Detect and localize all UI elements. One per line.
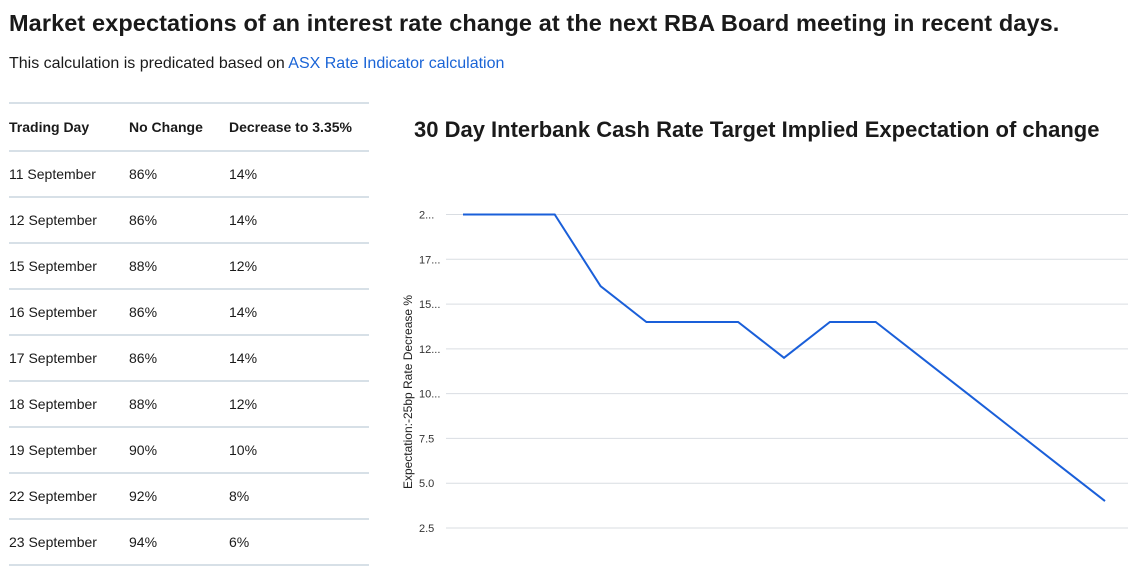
y-tick-label: 10... xyxy=(419,389,440,401)
cell-trading-day: 12 September xyxy=(9,197,129,244)
cell-decrease: 14% xyxy=(229,289,369,336)
table-row: 23 September 94% 6% xyxy=(9,519,369,566)
page-title: Market expectations of an interest rate … xyxy=(9,10,1060,36)
table-row: 19 September 90% 10% xyxy=(9,427,369,474)
cell-decrease: 14% xyxy=(229,151,369,198)
table-row: 15 September 88% 12% xyxy=(9,243,369,290)
cell-decrease: 14% xyxy=(229,335,369,382)
table-row: 12 September 86% 14% xyxy=(9,197,369,244)
cell-trading-day: 18 September xyxy=(9,381,129,428)
header-no-change: No Change xyxy=(129,102,229,152)
y-axis-label: Expectation:-25bp Rate Decrease % xyxy=(401,295,415,489)
cell-trading-day: 19 September xyxy=(9,427,129,474)
table-row: 18 September 88% 12% xyxy=(9,381,369,428)
cell-no-change: 94% xyxy=(129,519,229,566)
subtitle-text: This calculation is predicated based on xyxy=(9,55,289,72)
cell-decrease: 14% xyxy=(229,197,369,244)
table-header-row: Trading Day No Change Decrease to 3.35% xyxy=(9,102,369,152)
y-tick-label: 5.0 xyxy=(419,478,434,490)
cell-no-change: 90% xyxy=(129,427,229,474)
subtitle: This calculation is predicated based on … xyxy=(9,55,504,73)
y-tick-label: 7.5 xyxy=(419,433,434,445)
table-row: 11 September 86% 14% xyxy=(9,151,369,198)
expectations-table: Trading Day No Change Decrease to 3.35% … xyxy=(9,102,369,566)
y-tick-label: 12... xyxy=(419,344,440,356)
cell-no-change: 86% xyxy=(129,197,229,244)
cell-no-change: 88% xyxy=(129,243,229,290)
y-tick-label: 2.5 xyxy=(419,523,434,535)
series-line xyxy=(463,213,1106,502)
cell-decrease: 6% xyxy=(229,519,369,566)
y-tick-label: 17... xyxy=(419,254,440,266)
y-tick-label: 2... xyxy=(419,210,434,222)
cell-trading-day: 16 September xyxy=(9,289,129,336)
cell-no-change: 86% xyxy=(129,289,229,336)
table-row: 22 September 92% 8% xyxy=(9,473,369,520)
cell-no-change: 88% xyxy=(129,381,229,428)
y-tick-label: 15... xyxy=(419,299,440,311)
chart-title: 30 Day Interbank Cash Rate Target Implie… xyxy=(414,117,1100,142)
cell-decrease: 12% xyxy=(229,381,369,428)
cell-trading-day: 17 September xyxy=(9,335,129,382)
asx-rate-indicator-link[interactable]: ASX Rate Indicator calculation xyxy=(288,55,505,72)
cell-decrease: 10% xyxy=(229,427,369,474)
table-row: 16 September 86% 14% xyxy=(9,289,369,336)
cell-trading-day: 23 September xyxy=(9,519,129,566)
cell-no-change: 86% xyxy=(129,335,229,382)
cell-trading-day: 11 September xyxy=(9,151,129,198)
cell-decrease: 12% xyxy=(229,243,369,290)
cell-trading-day: 22 September xyxy=(9,473,129,520)
cell-trading-day: 15 September xyxy=(9,243,129,290)
table-row: 17 September 86% 14% xyxy=(9,335,369,382)
cell-no-change: 86% xyxy=(129,151,229,198)
header-decrease: Decrease to 3.35% xyxy=(229,102,369,152)
header-trading-day: Trading Day xyxy=(9,102,129,152)
cell-decrease: 8% xyxy=(229,473,369,520)
cell-no-change: 92% xyxy=(129,473,229,520)
